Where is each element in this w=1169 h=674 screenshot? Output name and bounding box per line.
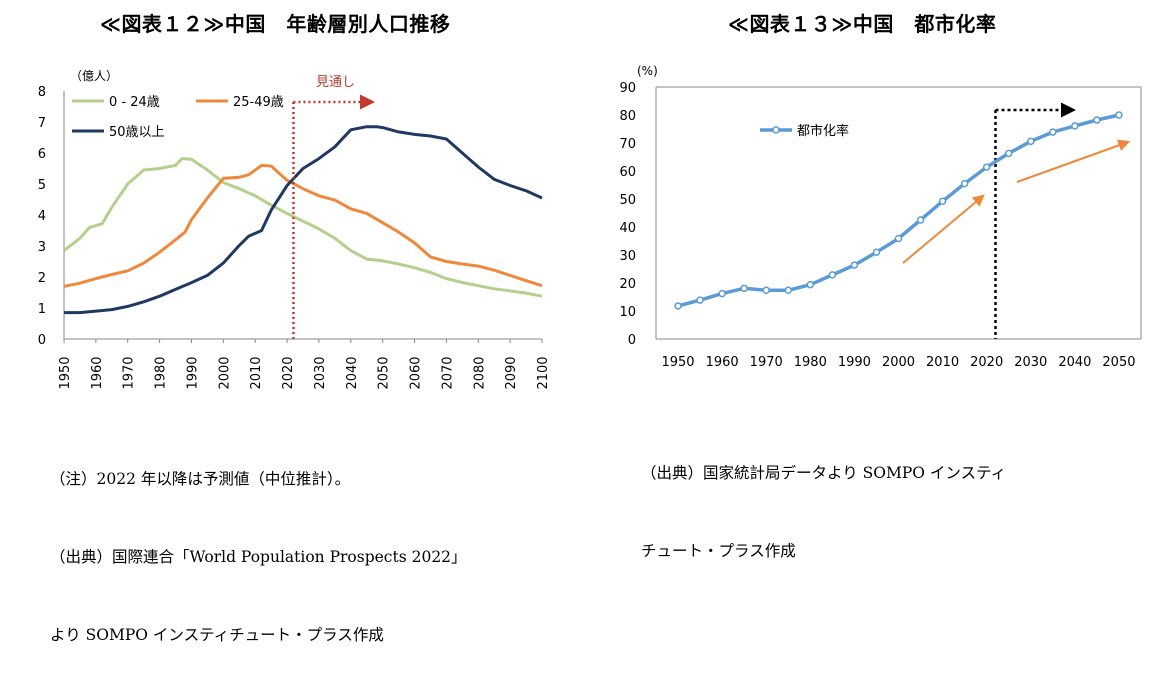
chart12-title: ≪図表１２≫中国 年齢層別人口推移 bbox=[100, 12, 451, 36]
chart12-unit-label: （億人） bbox=[70, 69, 118, 83]
chart13-trend-arrow-2 bbox=[1016, 139, 1131, 183]
chart12-x-tick-label: 1950 bbox=[58, 356, 73, 389]
chart13-data-point bbox=[828, 271, 837, 279]
chart13-data-point bbox=[960, 179, 969, 188]
chart13-data-point bbox=[850, 261, 859, 269]
chart12-y-tick-label: 5 bbox=[38, 178, 46, 193]
chart13-data-point bbox=[718, 289, 726, 298]
chart12-legend-label: 0 - 24歳 bbox=[109, 95, 160, 110]
chart13-trend-arrow-1 bbox=[902, 194, 985, 264]
chart13-data-point bbox=[1071, 122, 1079, 130]
chart13-notes: （出典）国家統計局データより SOMPO インスティ チュート・プラス作成 bbox=[641, 408, 1006, 590]
chart13-data-point bbox=[894, 234, 903, 243]
chart13-y-tick-label: 90 bbox=[619, 81, 636, 96]
chart13-data-point bbox=[1115, 111, 1123, 119]
chart12-series-line-1 bbox=[63, 163, 543, 288]
chart13-series-line bbox=[677, 113, 1120, 308]
chart12-series-line-0 bbox=[63, 157, 543, 298]
chart13-y-tick-label: 20 bbox=[619, 277, 636, 292]
chart13-note-line: （出典）国家統計局データより SOMPO インスティ bbox=[641, 464, 1007, 482]
chart13-y-tick-label: 60 bbox=[619, 165, 636, 180]
chart13-data-point bbox=[1093, 116, 1101, 124]
chart12-x-tick-label: 2030 bbox=[313, 356, 328, 389]
chart13-x-tick-label: 2030 bbox=[1014, 355, 1047, 370]
chart13-x-tick-label: 2010 bbox=[926, 355, 959, 370]
chart13-x-tick-label: 1970 bbox=[750, 355, 783, 370]
chart13-title: ≪図表１３≫中国 都市化率 bbox=[728, 12, 997, 36]
chart12-x-tick-label: 1980 bbox=[154, 356, 169, 389]
chart12-x-tick-label: 2090 bbox=[504, 356, 519, 389]
chart13-x-tick-label: 1980 bbox=[794, 355, 827, 370]
chart12-legend-label: 25-49歳 bbox=[233, 95, 284, 110]
chart12-x-tick-label: 2060 bbox=[409, 356, 424, 389]
chart12-x-tick-label: 2050 bbox=[377, 356, 392, 389]
chart13-legend-label: 都市化率 bbox=[797, 123, 849, 139]
chart12-note-line: （出典）国際連合「World Population Prospects 2022… bbox=[50, 548, 467, 566]
chart12-x-tick-label: 2100 bbox=[536, 356, 551, 389]
chart13-data-point bbox=[740, 284, 748, 293]
chart12-forecast-label: 見通し bbox=[316, 75, 355, 90]
chart13-data-point bbox=[1004, 149, 1013, 158]
chart12-x-tick-label: 1960 bbox=[90, 356, 105, 389]
chart13-data-point bbox=[938, 197, 947, 205]
chart13-note-line: チュート・プラス作成 bbox=[641, 542, 796, 560]
chart12-x-tick-label: 2070 bbox=[440, 356, 455, 389]
chart12-x-tick-label: 2080 bbox=[472, 356, 487, 389]
chart13-y-tick-label: 80 bbox=[619, 109, 636, 124]
chart12-y-tick-label: 3 bbox=[38, 240, 46, 255]
chart12-x-tick-label: 2000 bbox=[217, 356, 232, 389]
chart12-y-tick-label: 4 bbox=[38, 209, 46, 224]
chart12-note-line: より SOMPO インスティチュート・プラス作成 bbox=[50, 626, 384, 644]
chart12-x-tick-label: 2040 bbox=[345, 356, 360, 389]
chart12-note-line: （注）2022 年以降は予測値（中位推計）。 bbox=[50, 470, 351, 488]
chart12-series-line-2 bbox=[64, 125, 543, 315]
chart13-data-point bbox=[674, 302, 682, 310]
chart13-data-point bbox=[1027, 137, 1035, 146]
chart12-y-tick-label: 7 bbox=[38, 116, 46, 131]
chart13-x-tick-label: 1960 bbox=[706, 355, 739, 370]
chart13-x-tick-label: 1990 bbox=[838, 355, 871, 370]
chart13-y-tick-label: 70 bbox=[619, 137, 636, 152]
chart12-x-tick-label: 2010 bbox=[249, 356, 264, 389]
chart12-group: 0 1 2 3 4 5 6 7 8 1950 1960 1970 1980 1990 2000 2010 202… bbox=[38, 69, 551, 390]
chart12-notes: （注）2022 年以降は予測値（中位推計）。 （出典）国際連合「World Po… bbox=[50, 414, 467, 674]
chart13-data-point bbox=[1049, 128, 1057, 136]
chart12-x-tick-label: 1990 bbox=[185, 356, 200, 389]
chart12-legend-label: 50歳以上 bbox=[109, 125, 165, 140]
chart12-y-tick-label: 6 bbox=[38, 147, 46, 162]
chart13-y-tick-label: 30 bbox=[619, 249, 636, 264]
chart12-x-tick-label: 2020 bbox=[281, 356, 296, 389]
chart13-y-tick-label: 0 bbox=[628, 333, 636, 348]
chart13-unit-label: (%) bbox=[637, 64, 658, 78]
chart13-y-tick-label: 50 bbox=[619, 193, 636, 208]
chart13-x-tick-label: 2050 bbox=[1102, 355, 1135, 370]
chart13-data-point bbox=[806, 280, 815, 289]
chart13-data-point bbox=[784, 286, 793, 295]
chart13-data-point bbox=[762, 286, 770, 295]
chart12-x-tick-label: 1970 bbox=[122, 356, 137, 389]
chart12-y-tick-label: 8 bbox=[38, 85, 46, 100]
chart12-y-tick-label: 1 bbox=[38, 302, 46, 317]
chart13-x-tick-label: 2040 bbox=[1058, 355, 1091, 370]
chart13-y-tick-label: 10 bbox=[619, 305, 636, 320]
chart13-x-tick-label: 2000 bbox=[882, 355, 915, 370]
chart13-data-point bbox=[982, 163, 991, 171]
chart13-x-tick-label: 2020 bbox=[970, 355, 1003, 370]
chart13-data-point bbox=[696, 296, 704, 304]
chart12-y-tick-label: 2 bbox=[38, 271, 46, 286]
chart13-y-tick-label: 40 bbox=[619, 221, 636, 236]
chart13-legend-marker bbox=[772, 126, 780, 134]
chart13-data-point bbox=[916, 216, 925, 224]
chart13-x-tick-label: 1950 bbox=[661, 355, 694, 370]
chart13-data-point bbox=[872, 248, 881, 256]
chart12-y-tick-label: 0 bbox=[38, 333, 46, 348]
